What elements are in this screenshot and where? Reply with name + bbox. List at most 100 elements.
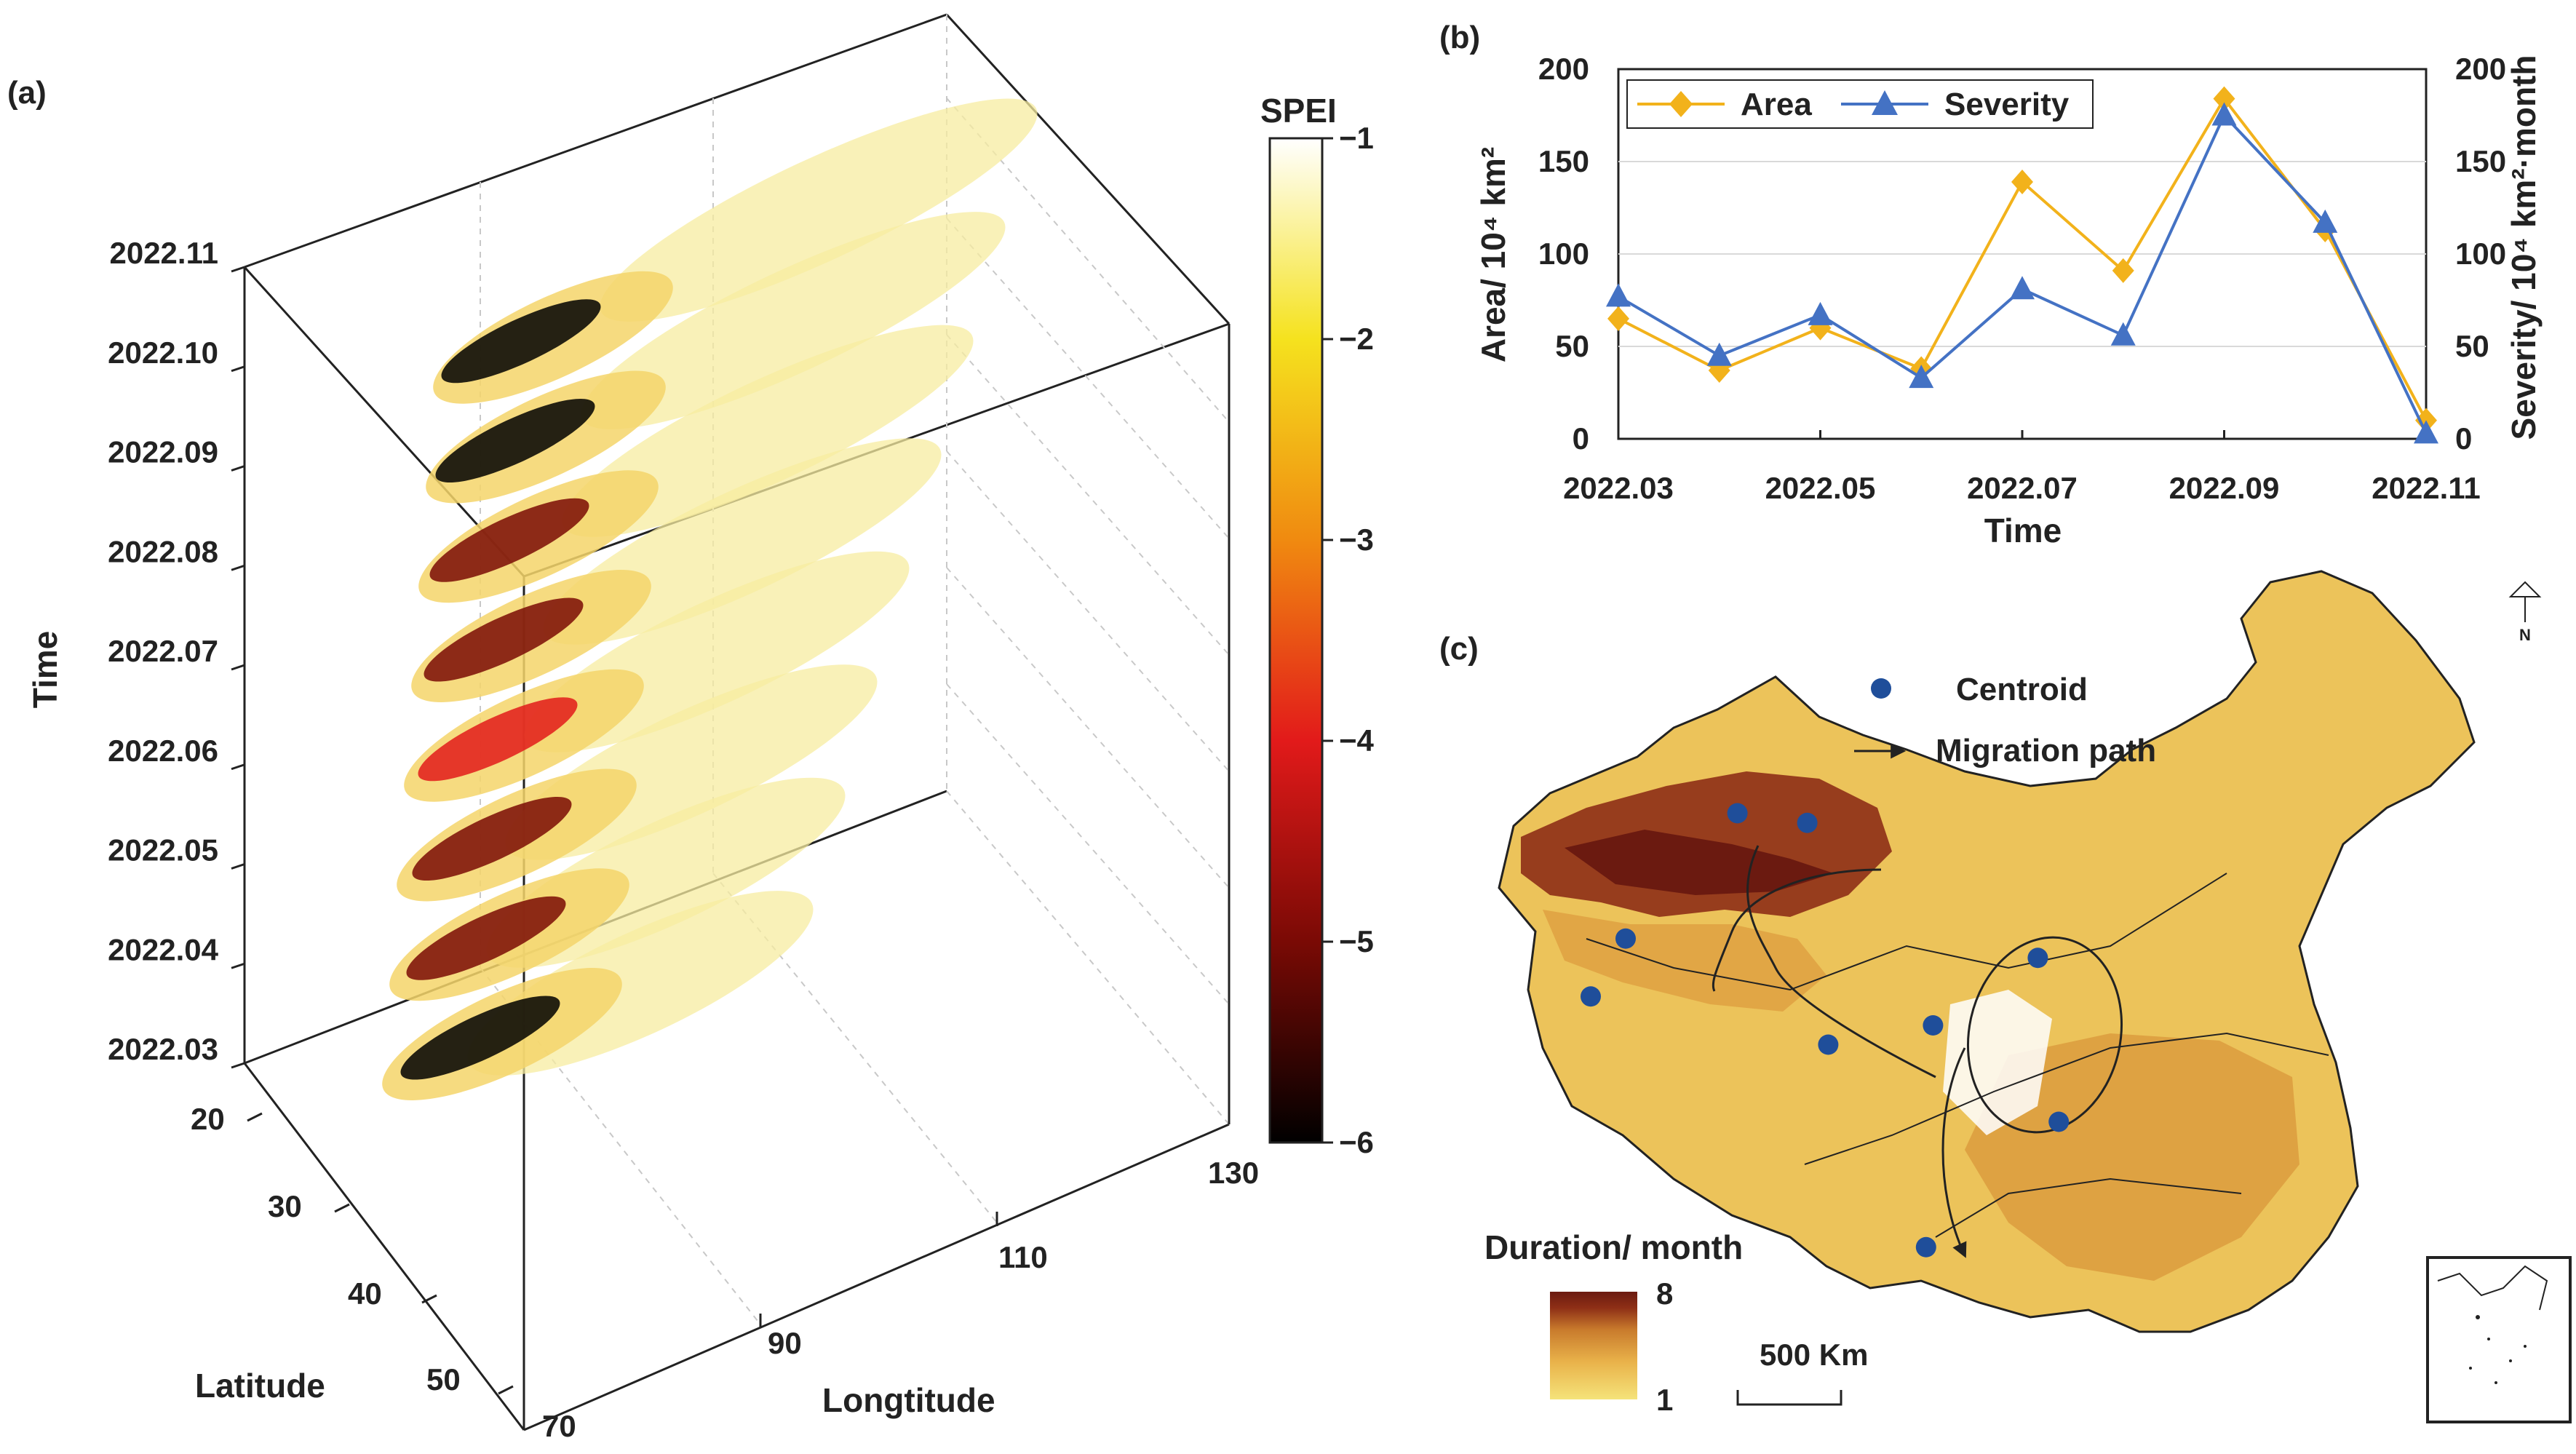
centroid-point xyxy=(1581,986,1601,1007)
time-tick-mark xyxy=(231,564,245,571)
series-lines xyxy=(1606,86,2438,444)
lon-tick-130: 130 xyxy=(1208,1156,1259,1190)
longitude-axis-title: Longtitude xyxy=(822,1381,995,1419)
centroid-point xyxy=(2048,1111,2070,1132)
spei-tick-label: −3 xyxy=(1339,523,1374,557)
spei-colorbar-ticks: −1 −2 −3 −4 −5 −6 xyxy=(1322,121,1375,1159)
time-tick-mark xyxy=(231,664,245,671)
drought-severe-core xyxy=(418,697,578,782)
time-axis-ticks: 2022.03 2022.04 2022.05 2022.06 2022.07 2022.… xyxy=(108,236,245,1069)
right-y-ticks: 0 50 100 150 200 xyxy=(2455,52,2506,456)
moderate-region-tibet xyxy=(1543,910,1826,1012)
lat-tick-30: 30 xyxy=(268,1189,302,1223)
lon-tick-90: 90 xyxy=(768,1326,802,1360)
north-arrow: N xyxy=(2508,581,2542,644)
left-y-tick: 50 xyxy=(1555,329,1589,363)
drought-layer xyxy=(418,325,974,603)
time-tick-label: 2022.08 xyxy=(108,534,218,568)
series-area-point xyxy=(2213,86,2235,111)
series-severity-point xyxy=(1606,283,1631,307)
right-y-tick: 200 xyxy=(2455,52,2506,86)
spei-tick-label: −2 xyxy=(1339,322,1374,356)
drought-layer xyxy=(389,777,846,1001)
latitude-axis-title: Latitude xyxy=(195,1367,325,1405)
drought-severe-core xyxy=(406,896,566,980)
time-tick-label: 2022.04 xyxy=(108,932,218,966)
left-y-tick: 100 xyxy=(1538,237,1589,271)
drought-severe-core xyxy=(441,299,601,384)
x-tick-label: 2022.09 xyxy=(2169,471,2280,505)
panel-c-label: (c) xyxy=(1439,631,1479,667)
spei-colorbar xyxy=(1268,137,1324,1144)
legend-severity-triangle xyxy=(1872,90,1898,115)
panel-c-map: Centroid Migration path Duration/ month … xyxy=(1484,570,2572,1423)
migration-segment-final xyxy=(1941,1047,1967,1258)
spei-colorbar-title: SPEI xyxy=(1260,92,1337,130)
drought-layer xyxy=(404,551,910,802)
time-tick-mark xyxy=(231,365,245,373)
time-tick-mark xyxy=(231,962,245,969)
time-tick-label: 2022.11 xyxy=(109,236,218,270)
moderate-region-south xyxy=(1965,1033,2299,1281)
lon-tick-110: 110 xyxy=(998,1240,1048,1274)
centroid-point xyxy=(2027,948,2048,969)
legend-path-label: Migration path xyxy=(1936,733,2156,768)
drought-extent xyxy=(600,98,1038,322)
centroid-point xyxy=(1797,812,1818,833)
time-tick-mark xyxy=(231,763,245,771)
box-edge-back-top xyxy=(244,13,947,269)
lat-tick-20: 20 xyxy=(191,1102,225,1136)
time-tick-label: 2022.05 xyxy=(108,833,218,867)
north-arrow-icon xyxy=(2508,581,2542,597)
scale-bar-label: 500 Km xyxy=(1760,1338,1868,1372)
south-china-sea-inset xyxy=(2426,1256,2572,1423)
drought-layer xyxy=(411,438,942,702)
time-tick-label: 2022.03 xyxy=(108,1032,218,1066)
plot-gridlines xyxy=(1618,161,2426,347)
legend-area-diamond xyxy=(1669,91,1693,117)
duration-min-label: 1 xyxy=(1656,1383,1673,1417)
drought-severe-core xyxy=(400,996,560,1080)
left-y-tick: 150 xyxy=(1538,144,1589,178)
series-severity-point xyxy=(1808,301,1833,325)
series-severity-point xyxy=(2010,276,2035,300)
series-severity-point xyxy=(2313,209,2338,233)
left-y-axis-title: Area/ 10⁴ km² xyxy=(1474,147,1512,362)
time-tick-label: 2022.10 xyxy=(108,335,218,370)
drought-severe-core xyxy=(412,796,572,881)
series-area-point xyxy=(2011,169,2033,194)
time-tick-label: 2022.07 xyxy=(108,634,218,668)
spei-tick-label: −5 xyxy=(1339,924,1374,958)
lat-tick-40: 40 xyxy=(348,1276,382,1311)
box-edge-longitude-axis xyxy=(523,1123,1230,1431)
migration-path xyxy=(1712,845,2123,1258)
duration-colorbar-title: Duration/ month xyxy=(1484,1228,1743,1266)
scale-bar xyxy=(1736,1390,1842,1406)
x-tick-label: 2022.07 xyxy=(1967,471,2078,505)
time-tick-mark xyxy=(231,465,245,472)
centroid-point xyxy=(1923,1015,1944,1036)
legend-centroid-label: Centroid xyxy=(1956,672,2088,707)
drought-layer xyxy=(426,212,1006,504)
spei-tick-label: −4 xyxy=(1339,723,1375,758)
duration-max-label: 8 xyxy=(1656,1276,1673,1311)
left-y-tick: 200 xyxy=(1538,52,1589,86)
box-edge-latitude-axis xyxy=(243,1062,525,1431)
x-axis-title: Time xyxy=(1984,512,2062,549)
latitude-axis-ticks xyxy=(247,1112,514,1395)
drought-severe-core xyxy=(429,498,589,582)
drought-extent xyxy=(581,212,1006,429)
spei-tick-label: −6 xyxy=(1339,1125,1374,1159)
legend-centroid-marker xyxy=(1871,678,1891,699)
drought-layers xyxy=(382,98,1038,1100)
right-y-axis-title: Severity/ 10⁴ km²·month xyxy=(2505,55,2543,440)
time-tick-label: 2022.06 xyxy=(108,734,218,768)
panel-a-3d-chart: 2022.03 2022.04 2022.05 2022.06 2022.07 2022.… xyxy=(26,13,1375,1443)
migration-segment-2 xyxy=(1712,868,1882,992)
series-severity-point xyxy=(2110,322,2136,346)
time-tick-mark xyxy=(231,863,245,870)
spei-tick-label: −1 xyxy=(1339,121,1374,155)
longitude-axis-ticks xyxy=(522,1110,1231,1430)
north-label: N xyxy=(2519,626,2531,644)
